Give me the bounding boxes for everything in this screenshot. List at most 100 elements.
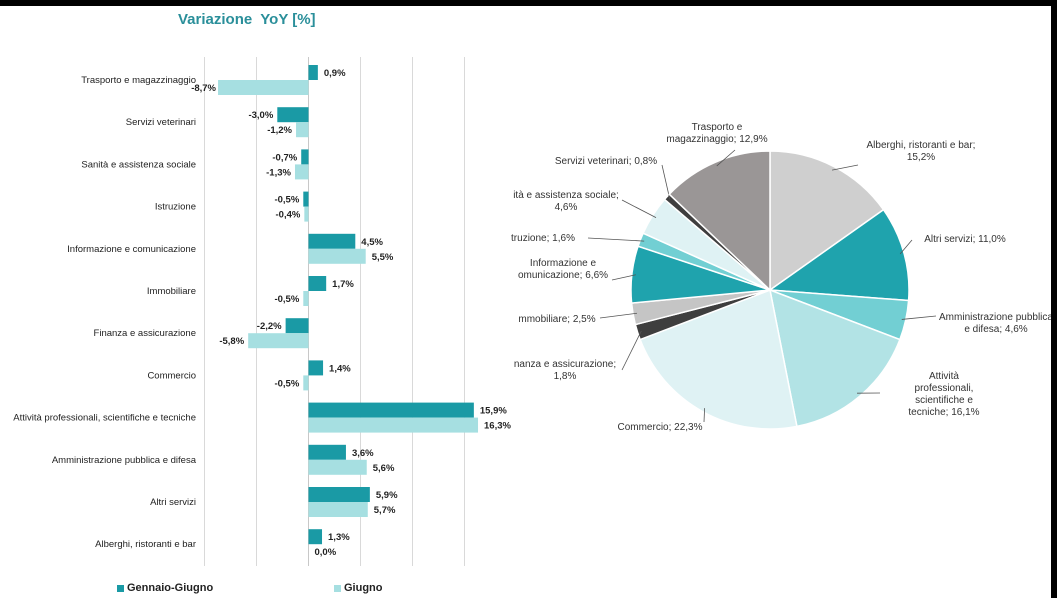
leader-line [703,408,705,423]
legend-item-giugno: Giugno [334,582,383,594]
slice-label-line: ità e assistenza sociale; [513,190,619,201]
slice-label-line: 15,2% [907,152,935,163]
legend-swatch-giugno [334,584,341,592]
data-label: 5,6% [373,463,395,474]
data-label: -1,3% [266,167,291,178]
category-label: Finanza e assicurazione [94,328,196,339]
data-label: -0,4% [276,210,301,221]
category-label: Commercio [147,370,196,381]
legend-item-gennaio-giugno: Gennaio-Giugno [117,582,213,594]
bar [303,375,309,391]
category-label: Alberghi, ristoranti e bar [95,539,196,550]
data-label: -0,5% [274,378,299,389]
bar [248,333,309,349]
bar [308,65,318,80]
bar [308,487,370,502]
category-label: Sanità e assistenza sociale [81,159,196,170]
bar [308,276,327,291]
data-label: 15,9% [480,406,507,417]
data-label: 16,3% [484,421,511,432]
pie-slice [769,150,885,292]
bar-chart-title: Variazione YoY [%] [178,11,316,28]
bar-chart: Trasporto e magazzinaggio 0,9% -8,7% Serviz… [13,57,512,566]
data-label: 0,0% [315,547,337,558]
legend-label-giugno: Giugno [344,582,383,594]
slice-label: Amministrazione pubblica e difesa; 4,6% [939,312,1051,335]
bar [308,502,368,517]
slice-label-line: Informazione e [530,258,597,269]
leader-line [831,164,859,171]
slice-label-line: professionali, [915,383,974,394]
bar [296,122,309,138]
slice-label: nanza e assicurazione; 1,8% [514,359,616,382]
data-label: -2,2% [257,321,282,332]
data-label: -1,2% [267,125,292,136]
category-label: Istruzione [155,202,196,213]
slice-label-line: e difesa; 4,6% [964,324,1027,335]
bar [308,417,479,433]
slice-label: Servizi veterinari; 0,8% [555,156,657,167]
data-label: 5,5% [372,252,394,263]
category-label: Altri servizi [150,497,196,508]
slice-label-line: Trasporto e [692,122,743,133]
right-border [1051,0,1057,598]
slice-label: Attività professionali, scientifiche e tecn… [908,371,979,418]
pie-slice [668,150,771,292]
legend-label-gennaio-giugno: Gennaio-Giugno [127,582,214,594]
top-border [0,0,1057,6]
data-label: -3,0% [248,110,273,121]
slice-label-line: mmobiliare; 2,5% [518,314,595,325]
category-label: Trasporto e magazzinaggio [81,75,196,86]
leader-line [661,164,671,200]
data-label: 5,7% [374,505,396,516]
slice-label-line: magazzinaggio; 12,9% [666,134,767,145]
data-label: 0,9% [324,68,346,79]
data-label: -0,5% [274,294,299,305]
bar [218,80,309,95]
slice-label-line: Servizi veterinari; 0,8% [555,156,657,167]
bar [308,233,356,249]
bar [308,529,323,545]
bar [303,291,309,306]
category-label: Amministrazione pubblica e difesa [52,455,197,466]
data-label: -0,5% [274,195,299,206]
leader-line [621,199,657,219]
category-label: Servizi veterinari [126,117,196,128]
category-label: Informazione e comunicazione [67,244,196,255]
leader-line [901,315,937,320]
bar [308,444,346,460]
bar [285,318,309,334]
data-label: -0,7% [272,152,297,163]
slice-label-line: scientifiche e [915,395,973,406]
slice-label-line: nanza e assicurazione; [514,359,616,370]
slice-label: Altri servizi; 11,0% [924,234,1006,245]
slice-label: truzione; 1,6% [511,233,575,244]
slice-label: ità e assistenza sociale; 4,6% [513,190,619,213]
legend-swatch-gennaio-giugno [117,584,124,592]
leader-line [621,330,642,371]
bar [304,206,309,222]
bar [301,149,309,165]
slice-label-line: Alberghi, ristoranti e bar; [867,140,976,151]
slice-label: Alberghi, ristoranti e bar; 15,2% [867,140,976,163]
slice-label: Trasporto e magazzinaggio; 12,9% [666,122,767,145]
bar [308,360,324,376]
data-label: 1,7% [332,279,354,290]
data-label: -5,8% [219,336,244,347]
leader-line [611,274,636,281]
slice-label-line: Commercio; 22,3% [617,422,702,433]
slice-label-line: Altri servizi; 11,0% [924,234,1006,245]
category-label: Immobiliare [147,286,196,297]
slice-label-line: truzione; 1,6% [511,233,575,244]
bar [308,459,367,475]
data-label: 5,9% [376,490,398,501]
bar [277,107,309,123]
data-label: 4,5% [361,237,383,248]
pie-slice [769,288,901,428]
leader-line [599,312,638,319]
slice-label-line: omunicazione; 6,6% [518,270,608,281]
data-label: 3,6% [352,448,374,459]
slice-label-line: tecniche; 16,1% [908,407,979,418]
category-label: Attività professionali, scientifiche e t… [13,413,196,424]
